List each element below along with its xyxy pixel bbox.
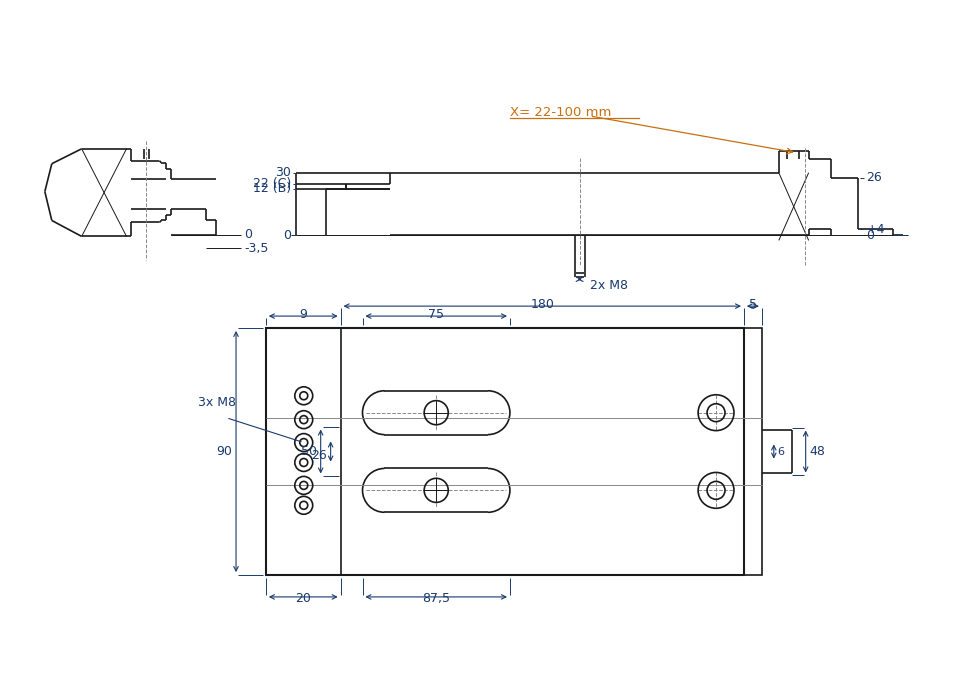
Text: 30: 30 bbox=[275, 166, 291, 179]
Text: 48: 48 bbox=[810, 445, 825, 458]
Text: 9: 9 bbox=[299, 308, 307, 321]
Text: 22 (C): 22 (C) bbox=[253, 177, 291, 190]
Bar bbox=[266, 328, 744, 575]
Text: X= 22-100 mm: X= 22-100 mm bbox=[510, 106, 611, 119]
Text: 2x M8: 2x M8 bbox=[590, 279, 628, 291]
Text: 90: 90 bbox=[216, 445, 232, 458]
Text: 6: 6 bbox=[777, 446, 783, 456]
Text: +4: +4 bbox=[866, 223, 885, 236]
Text: 26: 26 bbox=[866, 171, 883, 184]
Text: 0: 0 bbox=[283, 229, 291, 242]
Text: 0: 0 bbox=[244, 228, 252, 241]
Text: 50: 50 bbox=[300, 445, 317, 458]
Text: 5: 5 bbox=[748, 298, 757, 311]
Text: 0: 0 bbox=[866, 229, 875, 242]
Text: 12 (B): 12 (B) bbox=[253, 182, 291, 195]
Text: 87,5: 87,5 bbox=[422, 592, 450, 605]
Text: 180: 180 bbox=[531, 298, 554, 311]
Text: 26: 26 bbox=[311, 449, 327, 462]
Text: 20: 20 bbox=[295, 592, 311, 605]
Bar bbox=[744, 328, 762, 575]
Text: -3,5: -3,5 bbox=[244, 242, 268, 255]
Text: 3x M8: 3x M8 bbox=[198, 396, 236, 409]
Text: 75: 75 bbox=[429, 308, 444, 321]
